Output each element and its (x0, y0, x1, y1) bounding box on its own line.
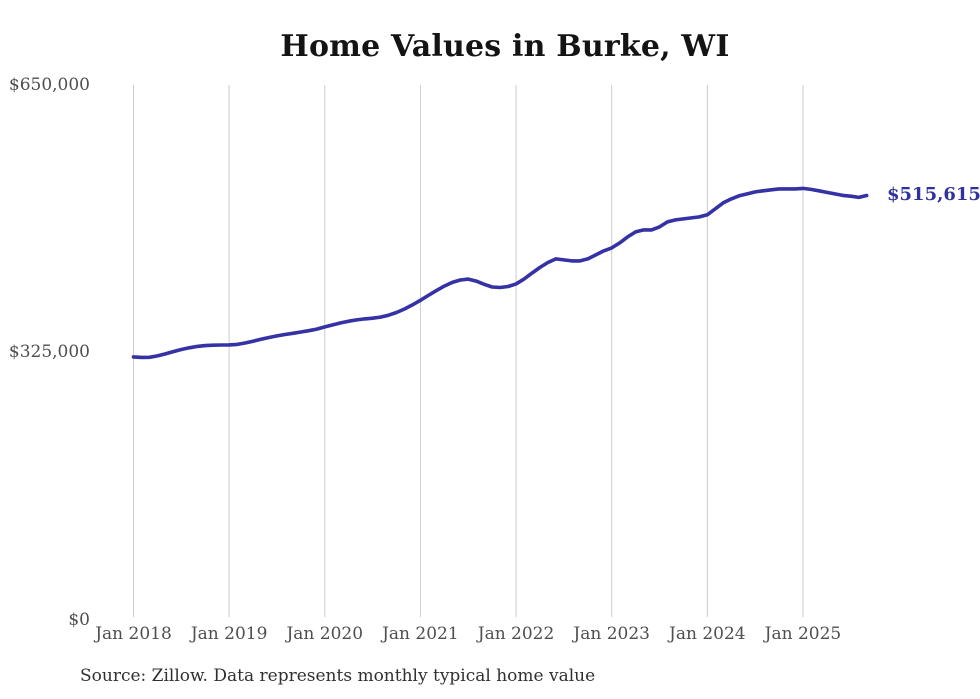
x-tick-label: Jan 2023 (573, 624, 650, 644)
x-tick-label: Jan 2021 (382, 624, 459, 644)
x-tick-label: Jan 2018 (95, 624, 172, 644)
chart-title: Home Values in Burke, WI (280, 29, 730, 64)
y-tick-label: $0 (68, 609, 90, 630)
x-tick-label: Jan 2025 (764, 624, 842, 644)
series-end-value-label: $515,615 (887, 183, 980, 205)
x-tick-label: Jan 2020 (286, 624, 364, 644)
y-tick-label: $325,000 (8, 342, 90, 363)
y-tick-label: $650,000 (8, 75, 90, 95)
home-value-line (131, 186, 869, 360)
source-note: Source: Zillow. Data represents monthly … (80, 666, 596, 686)
x-tick-label: Jan 2022 (477, 624, 555, 644)
x-tick-label: Jan 2019 (190, 624, 268, 644)
x-tick-label: Jan 2024 (669, 624, 746, 644)
